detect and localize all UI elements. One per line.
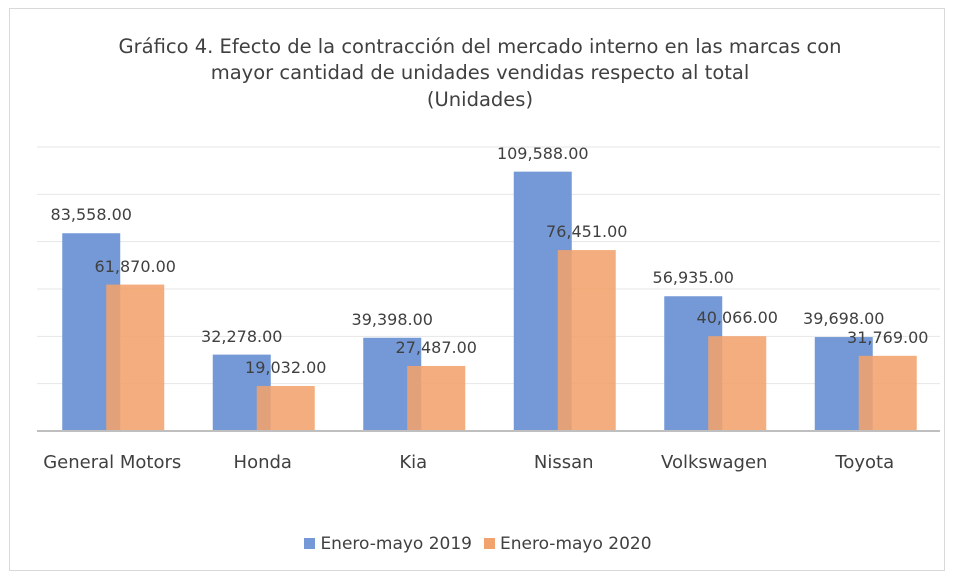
data-label: 39,398.00: [351, 309, 433, 329]
bar: [557, 250, 616, 431]
legend-swatch: [304, 538, 316, 549]
chart-frame: [9, 8, 945, 571]
data-label: 40,066.00: [696, 308, 778, 328]
legend-item: Enero-mayo 2020: [484, 534, 652, 554]
bar: [858, 355, 917, 431]
x-tick-label: Nissan: [533, 452, 594, 473]
data-label: 109,588.00: [496, 143, 589, 163]
x-tick-label: Volkswagen: [661, 452, 768, 473]
legend-swatch: [484, 538, 495, 549]
bar: [106, 284, 165, 431]
bar: [407, 365, 466, 431]
x-tick-label: Toyota: [835, 452, 895, 473]
data-label: 39,698.00: [803, 309, 885, 329]
data-label: 56,935.00: [652, 268, 734, 288]
data-label: 83,558.00: [50, 205, 132, 225]
x-tick-label: Kia: [399, 452, 428, 473]
legend-label: Enero-mayo 2019: [320, 534, 472, 554]
data-label: 27,487.00: [395, 337, 477, 357]
data-label: 19,032.00: [245, 357, 327, 377]
legend: Enero-mayo 2019 Enero-mayo 2020: [0, 534, 956, 554]
data-label: 31,769.00: [847, 327, 929, 347]
legend-item: Enero-mayo 2019: [304, 534, 472, 554]
bar: [256, 385, 315, 431]
data-label: 61,870.00: [94, 256, 176, 276]
data-label: 76,451.00: [546, 222, 628, 242]
data-label: 32,278.00: [201, 326, 283, 346]
x-tick-label: Honda: [233, 452, 292, 473]
chart-subtitle: (Unidades): [426, 88, 534, 111]
legend-label: Enero-mayo 2020: [500, 534, 652, 554]
x-tick-label: General Motors: [43, 452, 182, 473]
bar: [708, 336, 767, 431]
chart-title: Gráfico 4. Efecto de la contracción del …: [118, 35, 842, 84]
